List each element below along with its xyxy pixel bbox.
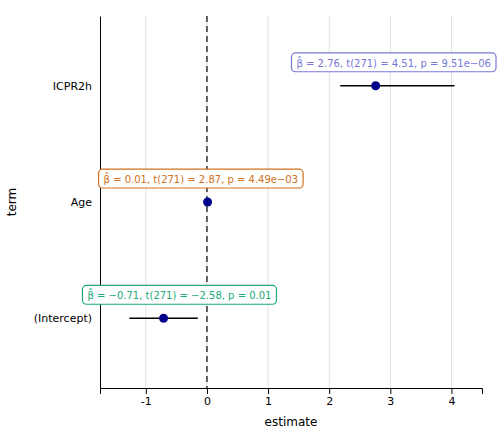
annotation-text: β̂ = 2.76, t(271) = 4.51, p = 9.51e−06 — [296, 56, 491, 69]
x-axis-title: estimate — [265, 415, 318, 429]
tick: 0 — [204, 388, 211, 408]
annotation-text: β̂ = 0.01, t(271) = 2.87, p = 4.49e−03 — [104, 172, 299, 185]
tick-label: 1 — [265, 395, 272, 408]
annotation-box — [82, 285, 276, 304]
y-axis: ICPR2h Age (Intercept) — [34, 17, 101, 389]
y-axis-title: term — [5, 188, 19, 217]
tick-label: Age — [71, 196, 93, 209]
tick-mark — [451, 388, 452, 394]
tick-mark — [329, 388, 330, 394]
grid-line — [145, 16, 146, 388]
grid-line — [268, 16, 269, 388]
annotation: β̂ = 0.01, t(271) = 2.87, p = 4.49e−03 — [99, 169, 304, 188]
tick-mark — [390, 388, 391, 394]
confidence-interval — [340, 85, 454, 87]
tick-label: 4 — [448, 395, 455, 408]
plot: -1 0 1 2 3 4 ICPR2h Age (Intercept) — [34, 16, 483, 408]
tick-label: 3 — [387, 395, 394, 408]
annotation-box — [99, 169, 304, 188]
annotation: β̂ = 2.76, t(271) = 4.51, p = 9.51e−06 — [291, 53, 496, 72]
tick: (Intercept) — [34, 312, 92, 325]
estimate-point — [371, 81, 380, 90]
axis-line — [100, 17, 101, 389]
tick: 3 — [387, 388, 394, 408]
annotation-text: β̂ = −0.71, t(271) = −2.58, p = 0.01 — [87, 288, 271, 301]
tick-label: 0 — [204, 395, 211, 408]
tick-label: (Intercept) — [34, 312, 92, 325]
tick-mark — [207, 388, 208, 394]
annotation: β̂ = −0.71, t(271) = −2.58, p = 0.01 — [82, 285, 276, 304]
tick: Age — [71, 196, 93, 209]
chart: -1 0 1 2 3 4 ICPR2h Age (Intercept) estimate term β… — [0, 0, 500, 436]
tick-label: 2 — [326, 395, 333, 408]
estimate-point — [203, 198, 212, 207]
tick: -1 — [141, 388, 152, 408]
x-axis: -1 0 1 2 3 4 — [101, 388, 483, 408]
tick: 1 — [265, 388, 272, 408]
annotations: β̂ = 2.76, t(271) = 4.51, p = 9.51e−06 β̂… — [82, 53, 496, 304]
tick: 2 — [326, 388, 333, 408]
tick-mark — [268, 388, 269, 394]
tick-mark — [146, 388, 147, 394]
tick-label: -1 — [141, 395, 152, 408]
estimate-point — [159, 314, 168, 323]
tick: 4 — [448, 388, 455, 408]
annotation-box — [291, 53, 496, 72]
tick: ICPR2h — [53, 80, 92, 93]
tick-label: ICPR2h — [53, 80, 92, 93]
axis-line — [101, 389, 483, 395]
